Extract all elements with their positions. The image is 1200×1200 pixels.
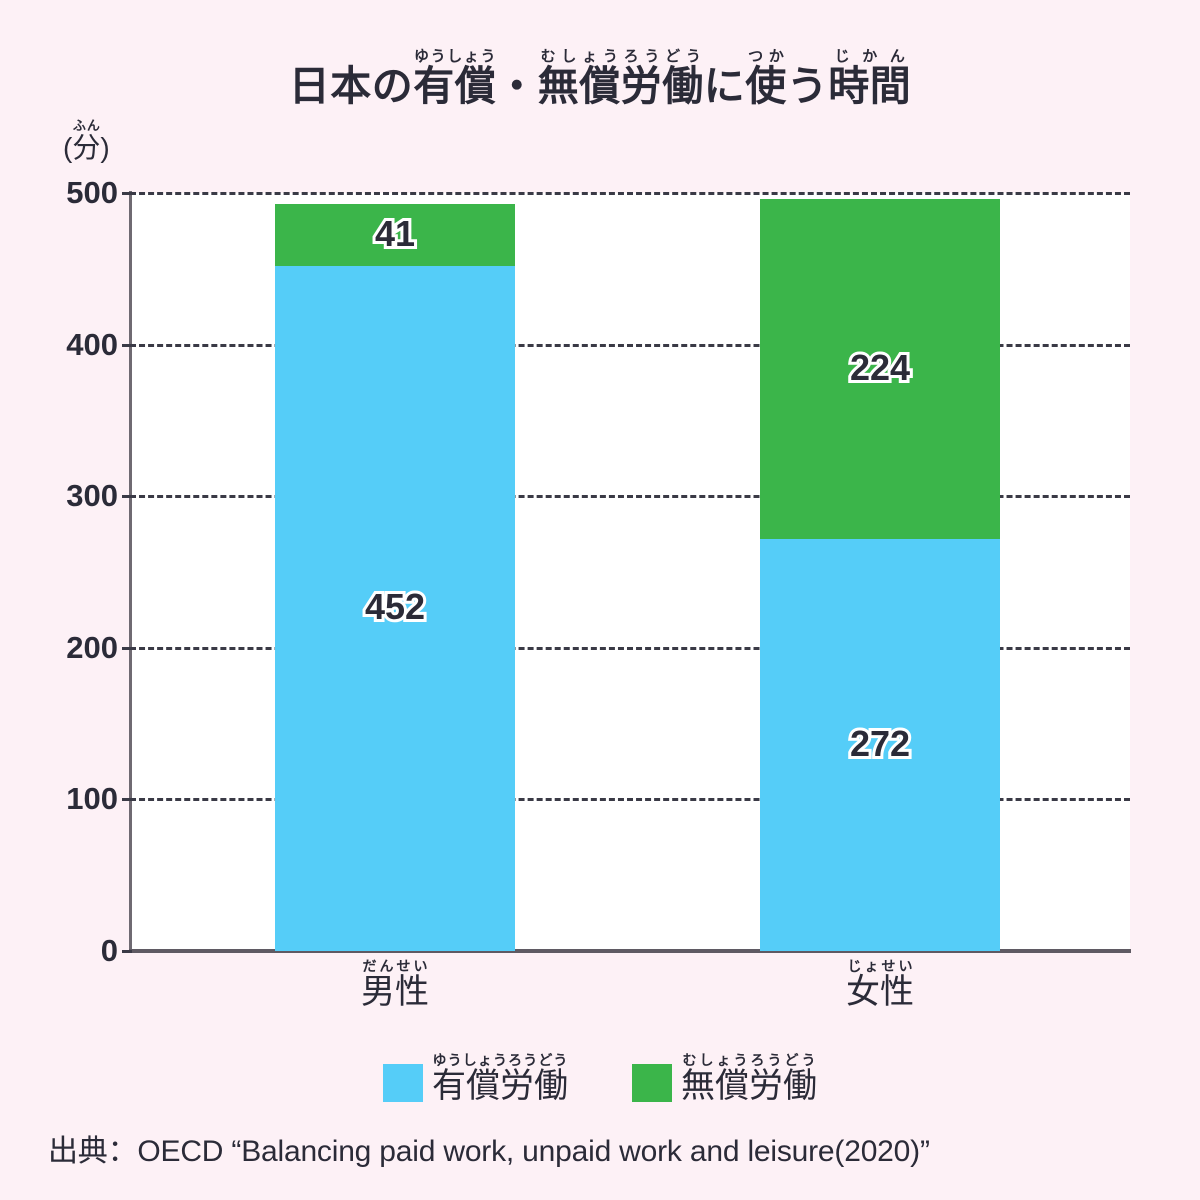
legend-label-paid-work: 有償労働ゆうしょうろうどう bbox=[432, 1052, 568, 1105]
title-segment: ・ bbox=[496, 63, 538, 109]
y-axis-tick bbox=[122, 495, 132, 499]
title-segment: に bbox=[703, 63, 746, 109]
title-segment: 無償労働むしょうろうどう bbox=[537, 48, 704, 109]
legend-item-unpaid-work[interactable]: 無償労働むしょうろうどう bbox=[632, 1052, 817, 1105]
unit-paren-open: ( bbox=[63, 132, 73, 163]
gridline bbox=[130, 495, 1130, 499]
y-axis-tick-label: 100 bbox=[66, 781, 118, 817]
gridline bbox=[130, 798, 1130, 802]
legend-swatch-unpaid-work bbox=[632, 1063, 672, 1102]
y-axis-tick-label: 200 bbox=[66, 629, 118, 665]
legend-label-unpaid-work: 無償労働むしょうろうどう bbox=[681, 1052, 817, 1105]
y-axis-tick-label: 500 bbox=[66, 175, 118, 210]
title-segment: う bbox=[786, 63, 829, 109]
y-axis-tick bbox=[122, 192, 132, 195]
unit-paren-close: ) bbox=[100, 132, 110, 163]
y-axis-tick bbox=[122, 950, 132, 953]
bar-value-label: 41 bbox=[372, 212, 418, 254]
y-axis-unit-label: (分ふん) bbox=[63, 118, 110, 162]
chart-legend: 有償労働ゆうしょうろうどう 無償労働むしょうろうどう bbox=[0, 1052, 1200, 1105]
gridline bbox=[130, 192, 1130, 195]
title-segment: 有償ゆうしょう bbox=[413, 48, 497, 109]
title-segment: 日本の bbox=[288, 63, 414, 109]
x-axis-category-label: 男性だんせい bbox=[361, 958, 429, 1011]
bar-value-label: 224 bbox=[847, 346, 913, 388]
y-axis-tick bbox=[122, 646, 132, 650]
bar-segment[interactable]: 41 bbox=[275, 203, 515, 266]
legend-swatch-paid-work bbox=[383, 1063, 423, 1102]
bar-value-label: 452 bbox=[362, 586, 428, 628]
x-axis-category-label: 女性じょせい bbox=[846, 958, 914, 1011]
legend-item-paid-work[interactable]: 有償労働ゆうしょうろうどう bbox=[383, 1052, 568, 1105]
bar-segment[interactable]: 224 bbox=[760, 199, 1000, 539]
unit-ruby: 分ふん bbox=[72, 118, 101, 163]
y-axis-tick-label: 0 bbox=[100, 933, 118, 968]
y-axis-tick bbox=[122, 798, 132, 802]
page-title: 日本の有償ゆうしょう・無償労働むしょうろうどうに使つかう時間じかん bbox=[0, 48, 1200, 108]
y-axis-tick bbox=[122, 343, 132, 347]
source-citation: 出典：OECD “Balancing paid work, unpaid wor… bbox=[48, 1135, 930, 1168]
y-axis-tick-label: 400 bbox=[66, 326, 118, 362]
title-segment: 時間じかん bbox=[828, 48, 912, 109]
y-axis-tick-label: 300 bbox=[66, 478, 118, 514]
bar-value-label: 272 bbox=[847, 722, 913, 764]
bar-segment[interactable]: 452 bbox=[275, 265, 515, 951]
gridline bbox=[130, 646, 1130, 650]
gridline bbox=[130, 343, 1130, 347]
y-axis-line bbox=[129, 191, 132, 953]
bar-segment[interactable]: 272 bbox=[760, 538, 1000, 951]
x-axis-line bbox=[129, 949, 1131, 953]
title-segment: 使つか bbox=[745, 48, 787, 109]
